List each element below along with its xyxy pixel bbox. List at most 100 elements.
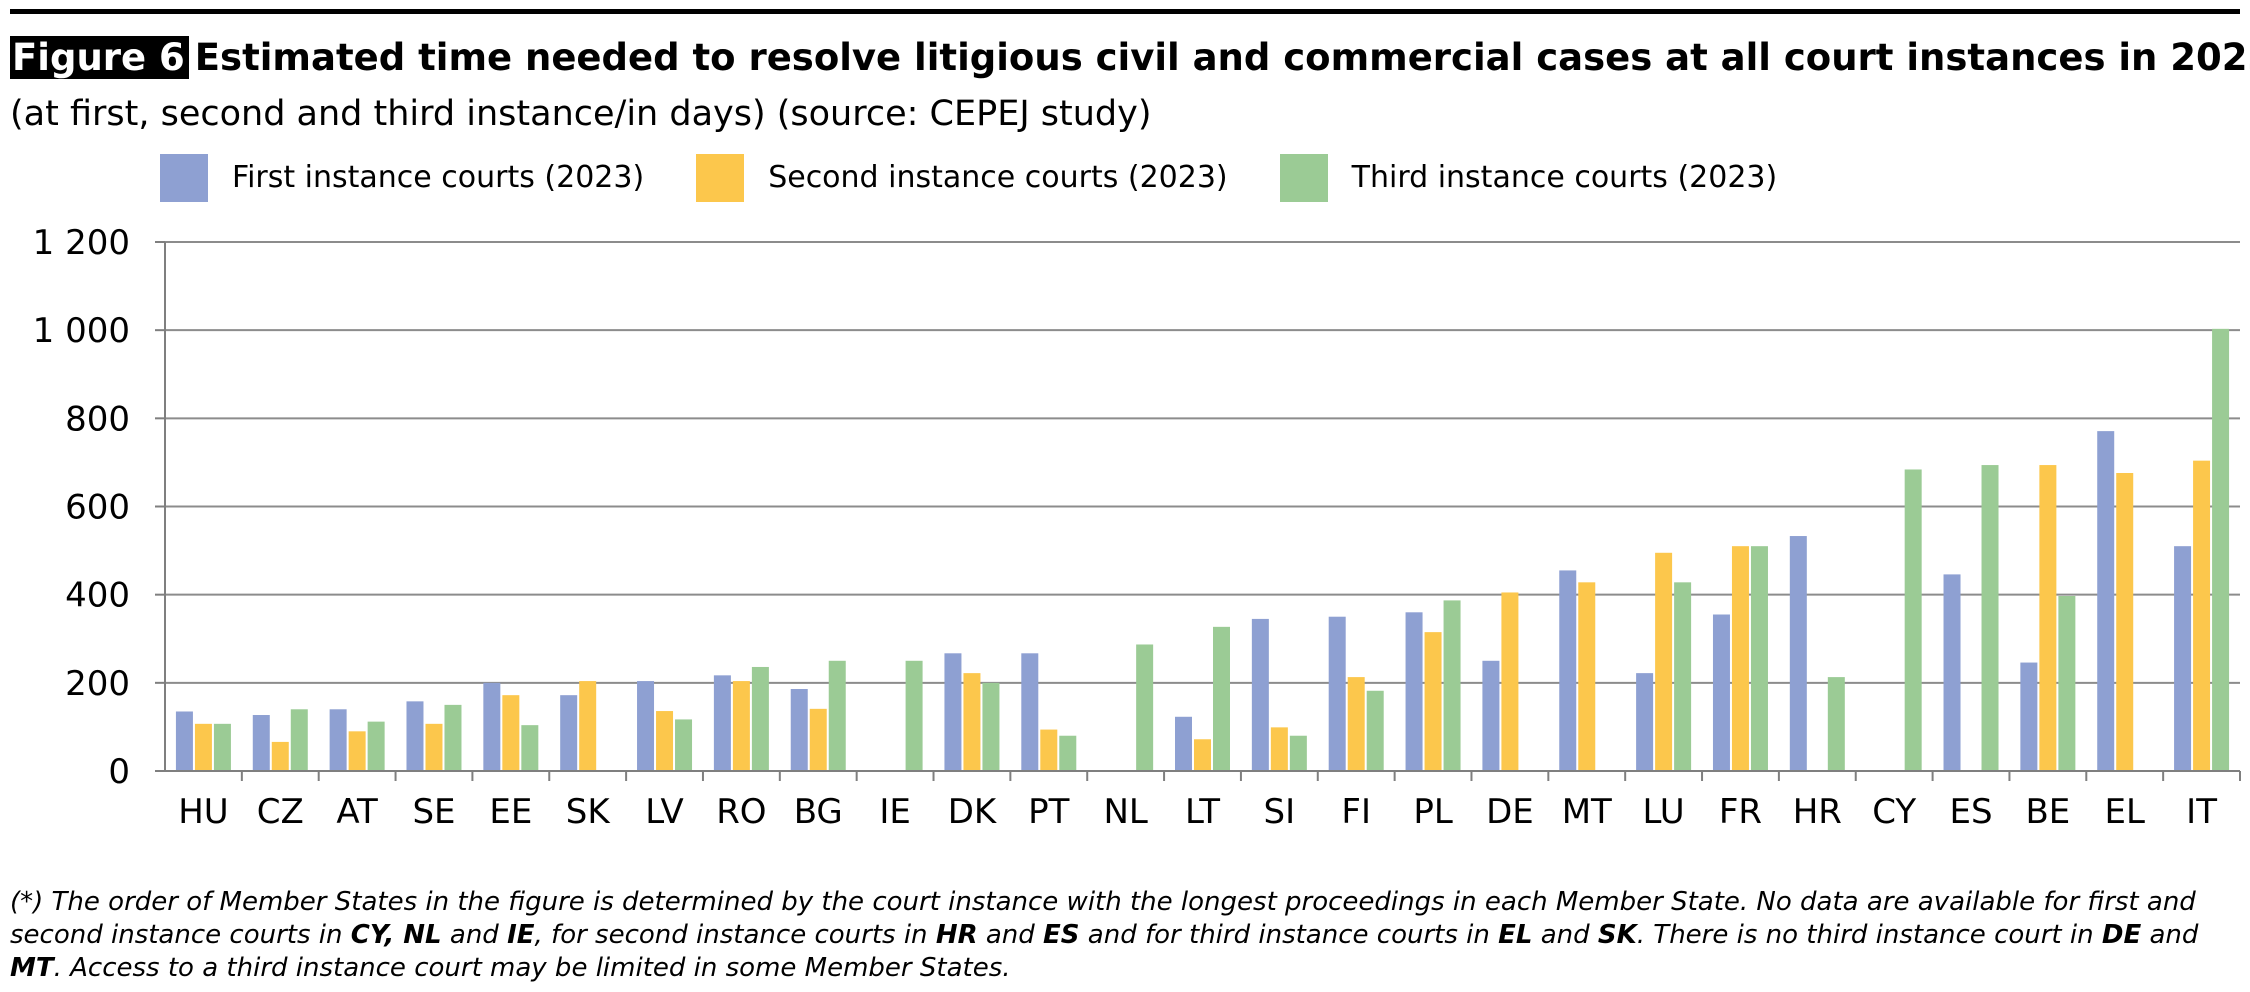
footnote: (*) The order of Member States in the fi… bbox=[10, 886, 2240, 985]
bar-lt-s1 bbox=[1175, 716, 1192, 771]
footnote-country: DE bbox=[2101, 920, 2142, 950]
bar-ro-s2 bbox=[732, 681, 750, 771]
bar-lv-s3 bbox=[675, 719, 693, 771]
top-rule bbox=[10, 9, 2240, 14]
footnote-text: . Access to a third instance court may b… bbox=[53, 953, 1011, 983]
footnote-country: EL bbox=[1498, 920, 1533, 950]
legend-label-third: Third instance courts (2023) bbox=[1351, 160, 1778, 195]
bar-be-s1 bbox=[2020, 662, 2038, 771]
bar-pt-s3 bbox=[1059, 735, 1077, 771]
bar-pl-s2 bbox=[1424, 632, 1442, 771]
x-tick-label: BE bbox=[2025, 792, 2070, 832]
x-tick-label: RO bbox=[716, 792, 766, 832]
bar-cz-s2 bbox=[271, 741, 289, 771]
bar-at-s2 bbox=[348, 731, 366, 771]
x-tick-label: EL bbox=[2105, 792, 2145, 832]
bar-fr-s1 bbox=[1712, 614, 1730, 771]
bar-lv-s1 bbox=[637, 681, 655, 771]
bar-se-s1 bbox=[406, 701, 424, 771]
y-tick-label: 400 bbox=[65, 576, 130, 616]
bar-hu-s2 bbox=[194, 723, 212, 771]
footnote-country: CY, NL bbox=[350, 920, 442, 950]
y-tick-label: 200 bbox=[65, 664, 130, 704]
x-tick-label: DE bbox=[1486, 792, 1534, 832]
bar-fr-s3 bbox=[1750, 546, 1768, 771]
bar-ro-s3 bbox=[751, 666, 769, 771]
x-tick-label: BG bbox=[794, 792, 843, 832]
x-tick-label: NL bbox=[1103, 792, 1147, 832]
bar-lt-s2 bbox=[1194, 739, 1211, 771]
bar-be-s2 bbox=[2039, 465, 2057, 771]
footnote-country: SK bbox=[1597, 920, 1637, 950]
bar-ee-s1 bbox=[483, 682, 501, 771]
legend-item-third: Third instance courts (2023) bbox=[1279, 153, 1778, 202]
bar-pl-s3 bbox=[1443, 600, 1461, 771]
bar-at-s3 bbox=[367, 721, 385, 771]
bar-cy-s3 bbox=[1904, 469, 1922, 771]
x-tick-label: SE bbox=[412, 792, 455, 832]
bar-chart: 0 200 400 600 800 1 000 1 200 HU CZ AT SE EE SK LV RO B… bbox=[33, 223, 2241, 832]
bar-fi-s2 bbox=[1347, 677, 1365, 771]
bar-pl-s1 bbox=[1405, 612, 1423, 771]
bar-bg-s2 bbox=[809, 708, 827, 771]
bar-fi-s1 bbox=[1328, 616, 1346, 771]
footnote-country: MT bbox=[10, 953, 54, 983]
y-tick-label: 0 bbox=[108, 752, 130, 792]
bar-lt-s3 bbox=[1213, 626, 1230, 771]
bar-dk-s1 bbox=[944, 653, 962, 771]
y-tick-label: 1 000 bbox=[33, 311, 130, 351]
x-tick-label: PT bbox=[1028, 792, 1070, 832]
bar-be-s3 bbox=[2058, 595, 2076, 771]
bar-es-s1 bbox=[1943, 574, 1961, 771]
legend-item-first: First instance courts (2023) bbox=[160, 153, 644, 202]
y-tick-label: 800 bbox=[65, 399, 130, 439]
bar-si-s3 bbox=[1289, 735, 1307, 771]
bar-ee-s3 bbox=[521, 725, 539, 771]
x-tick-label: AT bbox=[336, 792, 378, 832]
bar-el-s1 bbox=[2097, 431, 2115, 771]
bar-pt-s1 bbox=[1021, 653, 1039, 771]
footnote-country: ES bbox=[1043, 920, 1080, 950]
bar-el-s2 bbox=[2116, 472, 2134, 771]
bar-se-s3 bbox=[444, 704, 462, 771]
bar-hu-s1 bbox=[175, 711, 193, 771]
x-tick-label: CZ bbox=[257, 792, 304, 832]
x-tick-label: SK bbox=[566, 792, 612, 832]
x-tick-label: LU bbox=[1643, 792, 1685, 832]
x-tick-label: FR bbox=[1719, 792, 1762, 832]
x-tick-label: DK bbox=[948, 792, 998, 832]
footnote-text: and for third instance courts in bbox=[1079, 920, 1499, 950]
bar-si-s1 bbox=[1251, 618, 1269, 771]
bar-lu-s1 bbox=[1636, 673, 1654, 771]
x-tick-label: FI bbox=[1341, 792, 1371, 832]
bar-cz-s1 bbox=[252, 715, 270, 771]
bar-nl-s3 bbox=[1136, 644, 1154, 771]
figure-label: Figure 6 bbox=[10, 36, 189, 79]
bar-lu-s2 bbox=[1655, 552, 1673, 771]
x-tick-label: IT bbox=[2186, 792, 2217, 832]
bar-bg-s3 bbox=[828, 660, 846, 771]
x-tick-label: PL bbox=[1413, 792, 1453, 832]
x-tick-label: EE bbox=[489, 792, 532, 832]
bar-ee-s2 bbox=[502, 695, 520, 771]
bar-cz-s3 bbox=[290, 709, 308, 771]
y-tick-label: 1 200 bbox=[33, 223, 130, 263]
bar-lu-s3 bbox=[1674, 582, 1692, 771]
bar-it-s2 bbox=[2193, 460, 2211, 771]
figure-subtitle: (at first, second and third instance/in … bbox=[10, 94, 1152, 134]
bar-lv-s2 bbox=[656, 711, 674, 771]
figure-title: Figure 6 Estimated time needed to resolve… bbox=[10, 36, 2250, 79]
x-tick-label: ES bbox=[1949, 792, 1992, 832]
bar-hr-s1 bbox=[1789, 536, 1807, 771]
x-tick-label: HR bbox=[1793, 792, 1842, 832]
bar-fr-s2 bbox=[1731, 546, 1749, 771]
x-tick-label: HU bbox=[178, 792, 228, 832]
legend-swatch-second bbox=[696, 153, 745, 202]
bar-de-s1 bbox=[1482, 660, 1500, 771]
y-tick-label: 600 bbox=[65, 488, 130, 528]
bar-hr-s3 bbox=[1827, 677, 1845, 771]
bar-si-s2 bbox=[1270, 727, 1288, 771]
footnote-country: IE bbox=[507, 920, 535, 950]
footnote-text: (*) The order of Member States in the fi… bbox=[10, 887, 2196, 950]
footnote-text: and bbox=[441, 920, 508, 950]
